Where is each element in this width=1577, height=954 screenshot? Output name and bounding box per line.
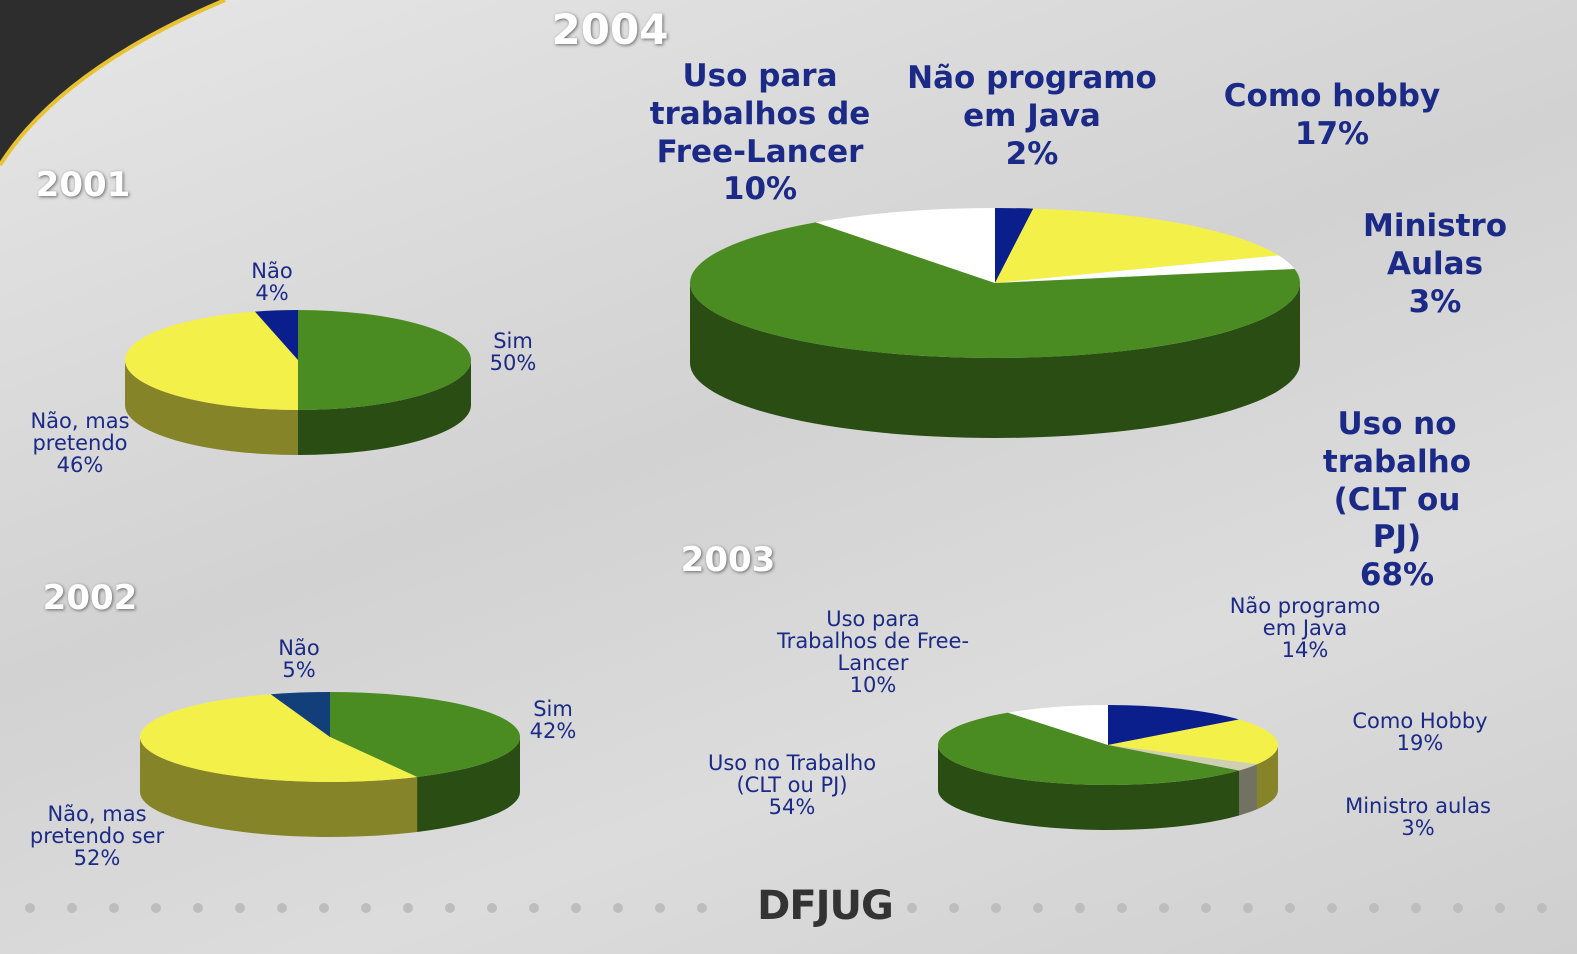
footer-dot xyxy=(1201,903,1211,913)
footer-dot xyxy=(571,903,581,913)
footer-dot xyxy=(1411,903,1421,913)
pie-slice xyxy=(995,208,1034,283)
footer-dot xyxy=(1453,903,1463,913)
footer-dot xyxy=(277,903,287,913)
slice-value-label: 68% xyxy=(1359,557,1435,594)
footer-dot xyxy=(1537,903,1547,913)
footer-dot xyxy=(25,903,35,913)
pie-slice xyxy=(937,712,1239,786)
slice-value-label: 3% xyxy=(1401,816,1435,841)
slice-value-label: 42% xyxy=(529,719,577,744)
footer-dot xyxy=(319,903,329,913)
slice-label: Não, mas pretendo ser xyxy=(29,802,165,849)
slice-value-label: 17% xyxy=(1294,115,1370,152)
pie-slice xyxy=(995,255,1295,283)
pie-slice-side xyxy=(298,360,471,455)
pie-slice-side xyxy=(140,737,418,837)
footer-dot xyxy=(991,903,1001,913)
footer-dot xyxy=(1033,903,1043,913)
slice-label: Como Hobby xyxy=(1352,709,1488,733)
slice-label: Não xyxy=(278,636,320,660)
pie-slice xyxy=(690,222,1300,358)
pie-slice xyxy=(125,311,298,410)
slice-value-label: 52% xyxy=(73,846,121,871)
pie-slice-side xyxy=(1238,764,1257,816)
slice-label: Não, mas pretendo xyxy=(30,409,130,456)
pie-slice xyxy=(298,310,471,410)
chart-title: 2004 xyxy=(551,5,669,54)
corner-decoration xyxy=(0,0,225,165)
pie-slice xyxy=(330,692,521,777)
footer-dot xyxy=(655,903,665,913)
footer-dot xyxy=(697,903,707,913)
slice-value-label: 5% xyxy=(282,658,316,683)
slice-value-label: 2% xyxy=(1005,135,1059,172)
slice-label: Ministro aulas xyxy=(1345,794,1491,818)
pie-slice-side xyxy=(690,283,1300,438)
footer-dot xyxy=(109,903,119,913)
footer-dot xyxy=(529,903,539,913)
logo: DFJUG xyxy=(757,883,894,929)
slice-label: Uso para Trabalhos de Free- Lancer xyxy=(776,607,970,676)
pie-slice xyxy=(1108,705,1239,745)
footer-dot xyxy=(67,903,77,913)
footer-dot xyxy=(1159,903,1169,913)
slice-value-label: 10% xyxy=(849,673,897,698)
footer-dot xyxy=(1495,903,1505,913)
pie-slice xyxy=(1108,745,1257,771)
footer-dot xyxy=(949,903,959,913)
pie-slice xyxy=(140,694,418,782)
footer-dot xyxy=(1117,903,1127,913)
slice-value-label: 54% xyxy=(768,795,816,820)
slice-value-label: 3% xyxy=(1408,283,1462,320)
footer-dot xyxy=(487,903,497,913)
slice-value-label: 4% xyxy=(255,281,289,306)
pie-slice-side xyxy=(938,745,1239,830)
slice-label: Não programo em Java xyxy=(907,60,1157,134)
pie-slice-side xyxy=(417,737,520,832)
footer-dot xyxy=(1285,903,1295,913)
slice-label: Sim xyxy=(493,329,533,353)
slice-label: Sim xyxy=(533,697,573,721)
footer-dot xyxy=(193,903,203,913)
footer-dot xyxy=(445,903,455,913)
pie-slice xyxy=(254,310,298,360)
pie-slice xyxy=(270,692,330,737)
footer-dot xyxy=(1327,903,1337,913)
slice-value-label: 19% xyxy=(1396,731,1444,756)
pie-slice xyxy=(1108,719,1278,765)
slice-label: Como hobby xyxy=(1223,78,1441,114)
footer-dot xyxy=(151,903,161,913)
footer-dot xyxy=(1369,903,1379,913)
pie-slice-side xyxy=(125,360,298,455)
slice-value-label: 14% xyxy=(1281,638,1329,663)
pie-slice xyxy=(815,208,995,283)
footer-dot xyxy=(907,903,917,913)
footer-dot xyxy=(403,903,413,913)
slice-label: Uso no trabalho (CLT ou PJ) xyxy=(1322,406,1472,556)
slice-label: Não xyxy=(251,259,293,283)
footer-dot xyxy=(613,903,623,913)
pie-slice xyxy=(995,208,1279,283)
slice-label: Uso para trabalhos de Free-Lancer xyxy=(649,58,871,170)
footer-dot xyxy=(1075,903,1085,913)
slice-label: Não programo em Java xyxy=(1229,594,1381,641)
pie-slice xyxy=(1008,705,1108,745)
footer-dot xyxy=(1243,903,1253,913)
chart-title: 2001 xyxy=(35,165,131,205)
slice-value-label: 50% xyxy=(489,351,537,376)
slice-label: Uso no Trabalho (CLT ou PJ) xyxy=(707,751,877,798)
footer-dot xyxy=(235,903,245,913)
chart-title: 2002 xyxy=(42,578,138,618)
chart-title: 2003 xyxy=(680,540,776,580)
slice-value-label: 46% xyxy=(56,453,104,478)
slice-value-label: 10% xyxy=(722,171,798,208)
slice-label: Ministro Aulas xyxy=(1362,208,1508,282)
pie-slice-side xyxy=(1256,745,1278,810)
corner-stripe xyxy=(0,0,226,167)
footer-dot xyxy=(361,903,371,913)
